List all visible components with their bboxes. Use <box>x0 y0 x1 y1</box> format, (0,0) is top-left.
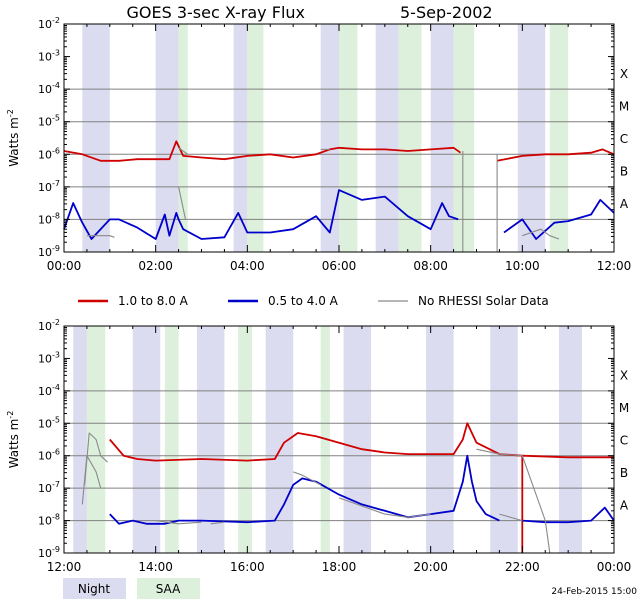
series-gray-line <box>338 497 431 518</box>
x-tick-label: 04:00 <box>230 259 265 273</box>
series-long-line <box>522 454 614 459</box>
flare-class-label: X <box>620 369 628 383</box>
saa-band <box>549 24 569 252</box>
series-gray-line <box>522 228 560 240</box>
series-gray-line <box>86 235 115 238</box>
y-tick-label: 10-7 <box>38 480 60 495</box>
flare-class-label: B <box>620 466 628 480</box>
y-axis-title: Watts m-2 <box>6 109 21 167</box>
legend-long-label: 1.0 to 8.0 A <box>118 294 189 308</box>
night-band <box>82 24 110 252</box>
flare-class-label: B <box>620 165 628 179</box>
night-legend-swatch <box>63 578 126 599</box>
series-gray-line <box>178 147 189 155</box>
night-band <box>517 24 546 252</box>
saa-band <box>178 24 188 252</box>
y-tick-label: 10-8 <box>38 513 60 528</box>
y-tick-label: 10-3 <box>38 350 60 365</box>
y-tick-label: 10-6 <box>38 448 60 463</box>
x-tick-label: 08:00 <box>413 259 448 273</box>
series-short-line <box>503 198 615 240</box>
y-tick-label: 10-5 <box>38 114 60 129</box>
saa-legend-label: SAA <box>156 582 181 596</box>
x-tick-label: 12:00 <box>47 560 82 574</box>
series-long-line <box>496 148 615 162</box>
flare-class-label: A <box>620 498 629 512</box>
series-long-line <box>63 140 462 162</box>
y-tick-label: 10-2 <box>38 16 60 31</box>
x-tick-label: 14:00 <box>138 560 173 574</box>
x-tick-label: 18:00 <box>322 560 357 574</box>
series-gray-line <box>84 432 108 485</box>
series-legend: 1.0 to 8.0 A 0.5 to 4.0 A No RHESSI Sola… <box>78 294 549 308</box>
legend-short-label: 0.5 to 4.0 A <box>268 294 339 308</box>
generated-timestamp: 24-Feb-2015 15:00 <box>551 587 637 597</box>
x-tick-label: 22:00 <box>505 560 540 574</box>
saa-band <box>238 326 252 553</box>
night-band <box>73 326 87 553</box>
night-band <box>155 24 179 252</box>
night-legend-label: Night <box>78 582 111 596</box>
x-tick-label: 00:00 <box>597 560 632 574</box>
y-tick-label: 10-4 <box>38 81 60 96</box>
flare-class-label: A <box>620 197 629 211</box>
flare-class-label: C <box>620 132 628 146</box>
shade-legend: Night SAA <box>63 578 200 599</box>
y-tick-label: 10-9 <box>38 545 60 560</box>
night-band <box>343 326 372 553</box>
series-short-line <box>109 454 500 525</box>
night-band <box>375 24 399 252</box>
night-band <box>196 326 225 553</box>
saa-band <box>398 24 422 252</box>
saa-band <box>339 24 358 252</box>
y-tick-label: 10-8 <box>38 211 60 226</box>
series-gray-line <box>499 513 523 522</box>
flare-class-label: M <box>619 99 629 113</box>
chart-title: GOES 3-sec X-ray Flux <box>127 3 306 22</box>
x-tick-label: 00:00 <box>47 259 82 273</box>
series-gray-line <box>476 448 523 457</box>
series-gray-line <box>178 186 187 220</box>
night-band <box>320 24 339 252</box>
y-tick-label: 10-4 <box>38 383 60 398</box>
series-gray-line <box>293 471 321 486</box>
series-long-line <box>109 422 523 462</box>
y-tick-label: 10-6 <box>38 146 60 161</box>
flare-class-label: C <box>620 434 628 448</box>
y-tick-label: 10-7 <box>38 179 60 194</box>
y-axis-title: Watts m-2 <box>6 411 21 469</box>
flare-class-label: X <box>620 67 628 81</box>
chart-date: 5-Sep-2002 <box>400 3 493 22</box>
saa-legend-swatch <box>137 578 200 599</box>
x-tick-label: 12:00 <box>597 259 632 273</box>
night-band <box>559 326 582 553</box>
night-band <box>430 24 454 252</box>
y-tick-label: 10-3 <box>38 49 60 64</box>
bottom-panel: 10-9 10-8 10-7 10-6 10-5 10-4 10-3 10-2 12:00 14:… <box>6 318 631 574</box>
y-tick-label: 10-9 <box>38 244 60 259</box>
legend-gray-label: No RHESSI Solar Data <box>418 294 549 308</box>
saa-band <box>247 24 264 252</box>
night-band <box>233 24 248 252</box>
x-tick-label: 06:00 <box>322 259 357 273</box>
series-short-line <box>63 189 459 240</box>
y-tick-label: 10-5 <box>38 415 60 430</box>
y-tick-label: 10-2 <box>38 318 60 333</box>
flare-class-label: M <box>619 401 629 415</box>
top-panel: 10-9 10-8 10-7 10-6 10-5 10-4 10-3 10-2 00:00 02:… <box>6 16 631 273</box>
series-gray-line <box>210 521 225 525</box>
series-gray-line <box>155 520 202 525</box>
night-band <box>426 326 454 553</box>
x-tick-label: 16:00 <box>230 560 265 574</box>
night-band <box>132 326 161 553</box>
series-short-line <box>522 506 615 524</box>
saa-band <box>164 326 179 553</box>
saa-band <box>453 24 475 252</box>
x-tick-label: 20:00 <box>413 560 448 574</box>
x-tick-label: 10:00 <box>505 259 540 273</box>
x-tick-label: 02:00 <box>138 259 173 273</box>
series-gray-line <box>521 455 551 554</box>
series-gray-line <box>81 455 102 505</box>
